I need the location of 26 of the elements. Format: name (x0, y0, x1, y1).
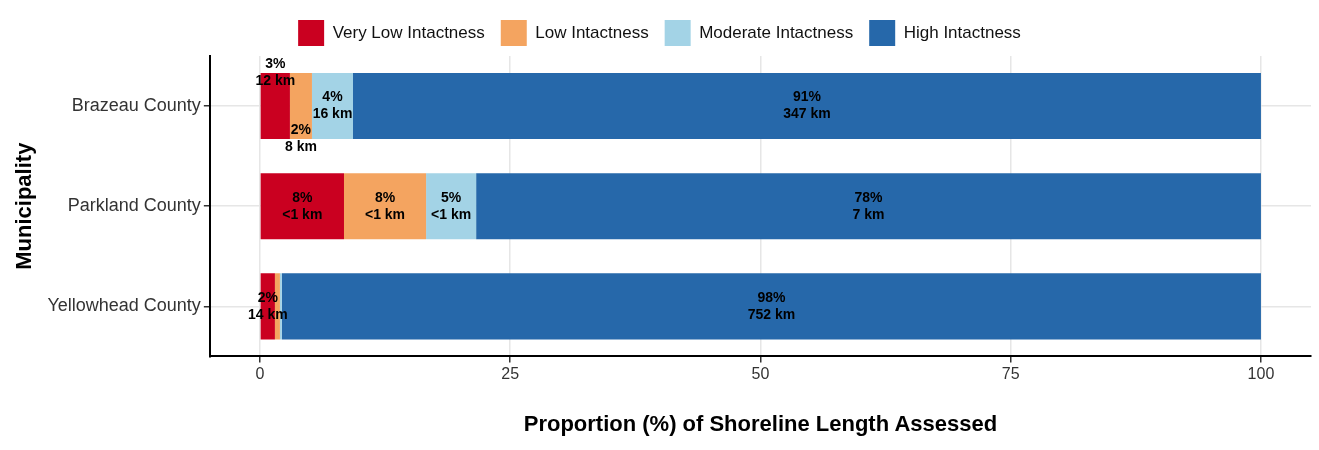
bar (343, 173, 427, 240)
legend-label: Very Low Intactness (332, 22, 485, 42)
data-label: 5% <1 km (431, 188, 472, 222)
data-label: 4% 16 km (312, 88, 353, 122)
y-tick-label: Brazeau County (71, 95, 201, 116)
x-tick-label: 0 (255, 365, 265, 383)
data-label: 98% 752 km (747, 288, 796, 322)
y-axis-title: Municipality (11, 141, 37, 270)
bar (353, 73, 1261, 140)
y-tick-label: Parkland County (67, 195, 201, 216)
data-label: 8% <1 km (364, 188, 406, 222)
legend-label: Moderate Intactness (699, 22, 854, 42)
x-tick-label: 50 (751, 365, 770, 383)
bar (476, 173, 1261, 240)
legend-label: High Intactness (903, 22, 1021, 42)
x-tick-label: 75 (1001, 365, 1020, 383)
x-axis-title: Proportion (%) of Shoreline Length Assessed (523, 410, 998, 436)
y-tick-label: Yellowhead County (47, 295, 201, 316)
legend-label: Low Intactness (535, 22, 649, 42)
data-label: 78% 7 km (852, 188, 885, 222)
x-tick-label: 100 (1247, 365, 1275, 383)
bar (260, 173, 344, 240)
x-tick-label: 25 (501, 365, 520, 383)
data-label: 91% 347 km (783, 88, 831, 122)
data-label: 2% 8 km (284, 121, 317, 155)
data-label: 8% <1 km (282, 188, 323, 222)
